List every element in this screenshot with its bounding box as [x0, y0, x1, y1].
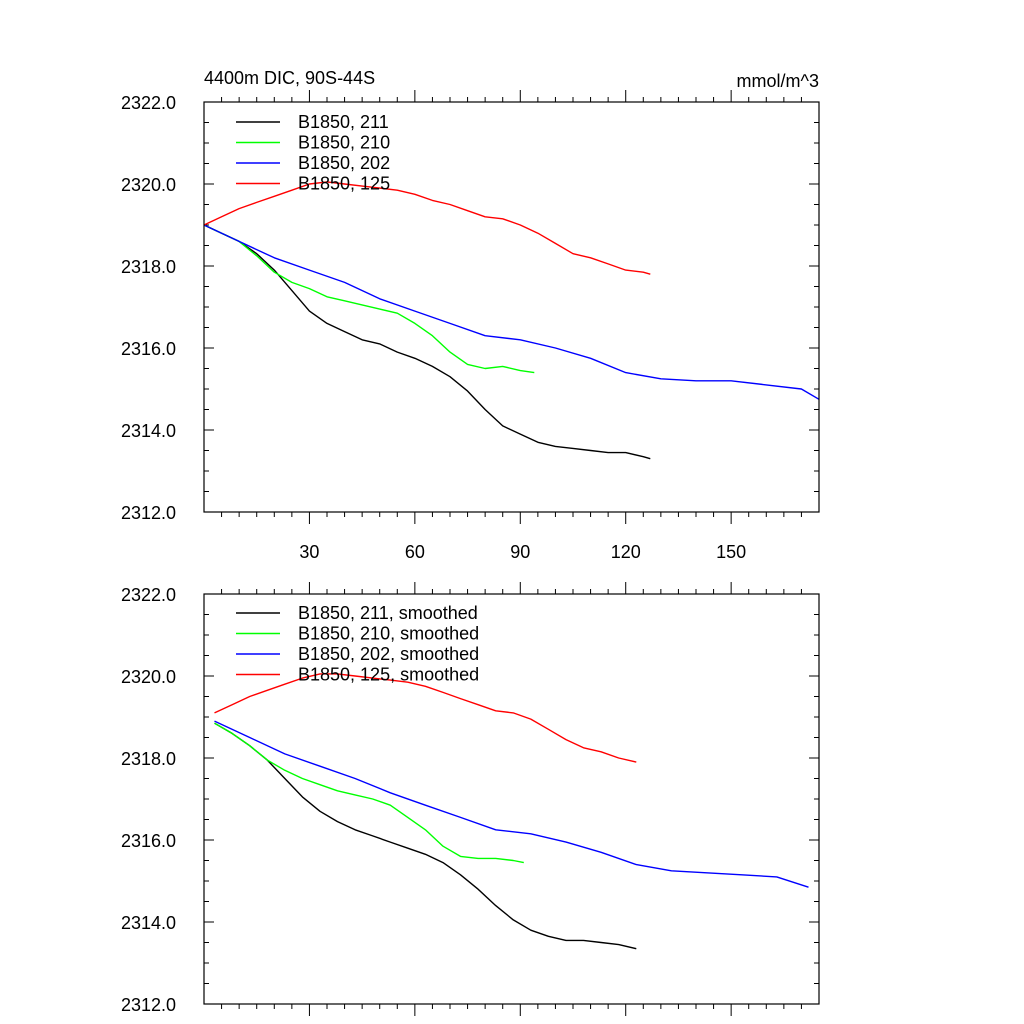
- legend-label: B1850, 202, smoothed: [298, 644, 479, 664]
- legend-label: B1850, 125: [298, 174, 390, 194]
- legend-label: B1850, 211: [298, 112, 389, 132]
- y-tick-label: 2314.0: [121, 913, 176, 933]
- chart-title: 4400m DIC, 90S-44S: [204, 68, 375, 88]
- y-tick-label: 2312.0: [121, 995, 176, 1015]
- series-line: [214, 673, 637, 763]
- units-label: mmol/m^3: [737, 71, 819, 91]
- x-tick-label: 120: [611, 542, 641, 562]
- top-chart-panel: 4400m DIC, 90S-44S mmol/m^3 2312.0 2314.0…: [121, 68, 820, 562]
- y-tick-label: 2314.0: [121, 421, 176, 441]
- legend-label: B1850, 210: [298, 133, 390, 153]
- y-tick-label: 2316.0: [121, 339, 176, 359]
- x-tick-label: 150: [716, 542, 746, 562]
- bottom-chart-panel: 2312.0 2314.0 2316.0 2318.0 2320.0 2322.0 B18…: [121, 582, 820, 1016]
- plot-frame: [203, 101, 820, 513]
- x-tick-label: 90: [510, 542, 530, 562]
- x-tick-label: 30: [299, 542, 319, 562]
- legend-label: B1850, 202: [298, 153, 390, 173]
- y-tick-label: 2318.0: [121, 749, 176, 769]
- y-tick-label: 2322.0: [121, 93, 176, 113]
- y-tick-label: 2312.0: [121, 503, 176, 523]
- y-tick-label: 2322.0: [121, 585, 176, 605]
- legend-label: B1850, 211, smoothed: [298, 603, 478, 623]
- series-line: [203, 224, 820, 400]
- y-tick-label: 2320.0: [121, 667, 176, 687]
- series-line: [203, 224, 651, 460]
- axes-ticks: 2312.0 2314.0 2316.0 2318.0 2320.0 2322.0: [121, 582, 819, 1016]
- series-line: [214, 720, 809, 888]
- series-line: [214, 722, 637, 950]
- y-tick-label: 2316.0: [121, 831, 176, 851]
- series-lines: [203, 181, 820, 460]
- x-tick-label: 60: [405, 542, 425, 562]
- y-tick-label: 2320.0: [121, 175, 176, 195]
- legend-label: B1850, 210, smoothed: [298, 624, 479, 644]
- legend-label: B1850, 125, smoothed: [298, 665, 479, 685]
- plot-frame: [203, 593, 820, 1005]
- series-line: [214, 722, 524, 864]
- y-tick-label: 2318.0: [121, 257, 176, 277]
- series-line: [203, 181, 651, 275]
- series-line: [203, 224, 535, 374]
- axes-ticks: 2312.0 2314.0 2316.0 2318.0 2320.0 2322.0 30 60…: [121, 90, 819, 562]
- series-lines: [214, 673, 809, 950]
